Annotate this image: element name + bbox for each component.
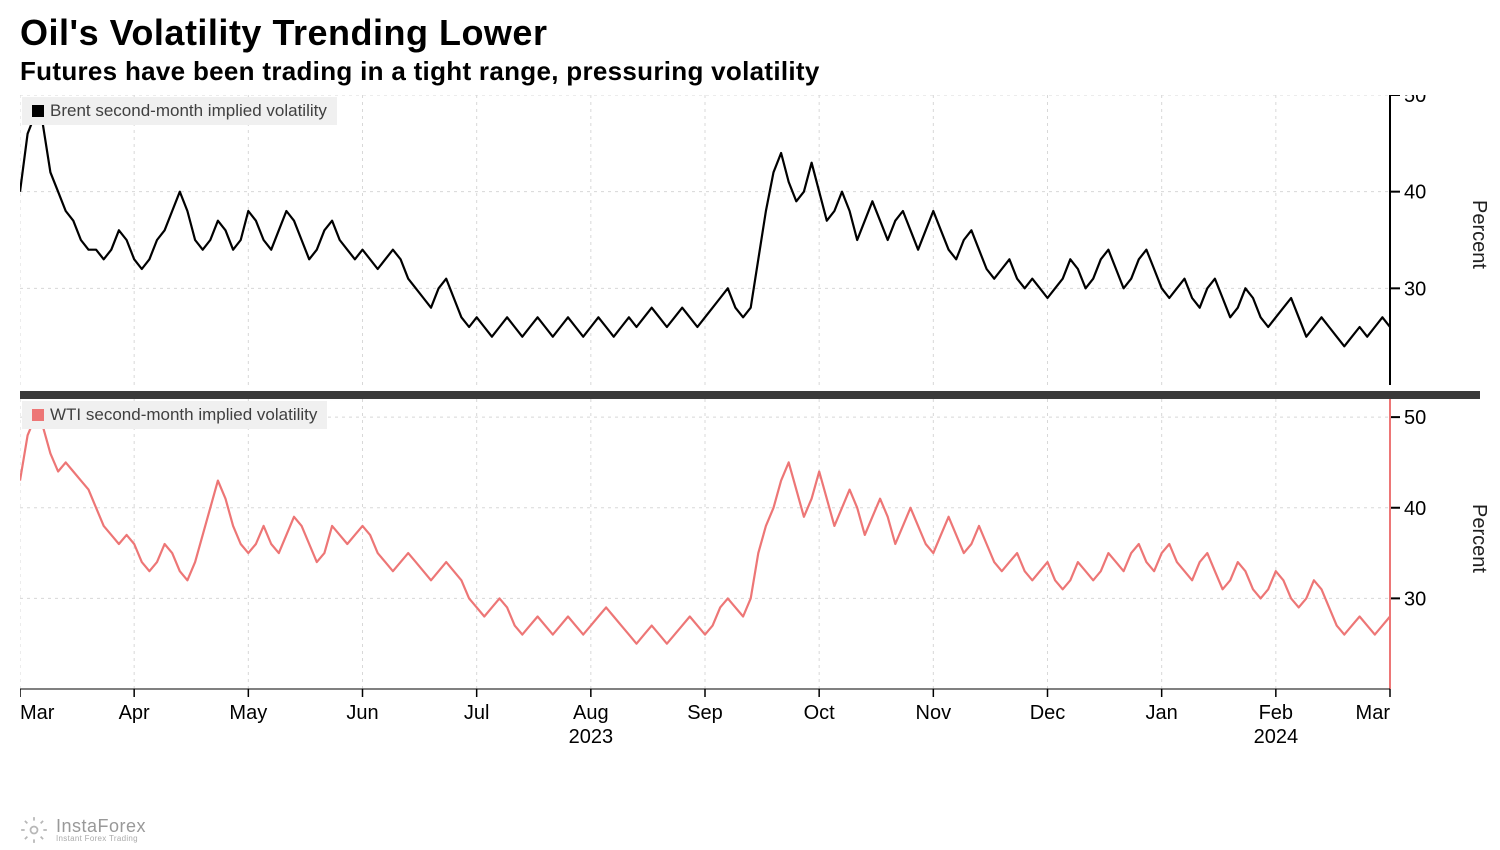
chart-area: Brent second-month implied volatilityPer… [20,95,1480,751]
y-axis-label: Percent [1467,504,1490,573]
y-tick-label: 30 [1404,588,1426,610]
x-tick-label: Jul [464,702,490,724]
watermark-tagline: Instant Forex Trading [56,835,146,843]
legend-wti: WTI second-month implied volatility [22,401,327,429]
y-tick-label: 40 [1404,498,1426,520]
y-axis-label: Percent [1467,200,1490,269]
panel-divider [20,391,1480,399]
panel-svg: 30 40 50 Mar Apr May Jun Jul Aug Sep Oct Nov Dec Jan F… [20,399,1480,751]
legend-label: Brent second-month implied volatility [50,101,327,121]
x-tick-label: Mar [1356,702,1391,724]
legend-label: WTI second-month implied volatility [50,405,317,425]
watermark-brand: InstaForex [56,817,146,835]
y-tick-label: 50 [1404,407,1426,429]
x-tick-label: Oct [804,702,836,724]
panel-svg: 30 40 50 [20,95,1480,391]
x-year-label: 2023 [569,726,614,748]
y-tick-label: 40 [1404,182,1426,204]
legend-brent: Brent second-month implied volatility [22,97,337,125]
legend-swatch [32,105,44,117]
x-tick-label: Feb [1259,702,1293,724]
y-tick-label: 30 [1404,278,1426,300]
x-tick-label: Sep [687,702,723,724]
chart-subtitle: Futures have been trading in a tight ran… [0,54,1500,95]
chart-title: Oil's Volatility Trending Lower [0,0,1500,54]
x-tick-label: Jun [346,702,378,724]
legend-swatch [32,409,44,421]
x-year-label: 2024 [1254,726,1299,748]
x-tick-label: Mar [20,702,55,724]
x-tick-label: Jan [1146,702,1178,724]
chart-panel-wti: WTI second-month implied volatilityPerce… [20,399,1480,751]
gear-icon [20,816,48,844]
x-tick-label: Nov [916,702,952,724]
y-tick-label: 50 [1404,95,1426,107]
x-tick-label: Dec [1030,702,1066,724]
x-tick-label: Apr [119,702,150,724]
chart-panel-brent: Brent second-month implied volatilityPer… [20,95,1480,391]
x-tick-label: May [229,702,267,724]
x-tick-label: Aug [573,702,609,724]
watermark: InstaForex Instant Forex Trading [20,816,146,844]
